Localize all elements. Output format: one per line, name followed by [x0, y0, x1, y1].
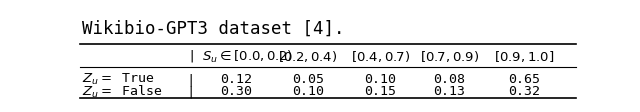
- Text: $|$: $|$: [188, 71, 193, 87]
- Text: $[0.2, 0.4)$: $[0.2, 0.4)$: [278, 48, 338, 63]
- Text: 0.10: 0.10: [364, 73, 396, 85]
- Text: 0.08: 0.08: [433, 73, 465, 85]
- Text: 0.15: 0.15: [364, 85, 396, 98]
- Text: $[0.4, 0.7)$: $[0.4, 0.7)$: [351, 48, 410, 63]
- Text: 0.30: 0.30: [220, 85, 252, 98]
- Text: 0.65: 0.65: [508, 73, 540, 85]
- Text: 0.13: 0.13: [433, 85, 465, 98]
- Text: Wikibio-GPT3 dataset [4].: Wikibio-GPT3 dataset [4].: [83, 19, 345, 37]
- Text: 0.32: 0.32: [508, 85, 540, 98]
- Text: $|\ \ S_u \in [0.0, 0.2)$: $|\ \ S_u \in [0.0, 0.2)$: [189, 48, 293, 64]
- Text: 0.05: 0.05: [292, 73, 324, 85]
- Text: 0.10: 0.10: [292, 85, 324, 98]
- Text: $[0.7, 0.9)$: $[0.7, 0.9)$: [420, 48, 479, 63]
- Text: $Z_u =$ True: $Z_u =$ True: [83, 71, 156, 86]
- Text: $[0.9, 1.0]$: $[0.9, 1.0]$: [494, 48, 554, 63]
- Text: $Z_u =$ False: $Z_u =$ False: [83, 83, 163, 99]
- Text: $|$: $|$: [188, 83, 193, 99]
- Text: 0.12: 0.12: [220, 73, 252, 85]
